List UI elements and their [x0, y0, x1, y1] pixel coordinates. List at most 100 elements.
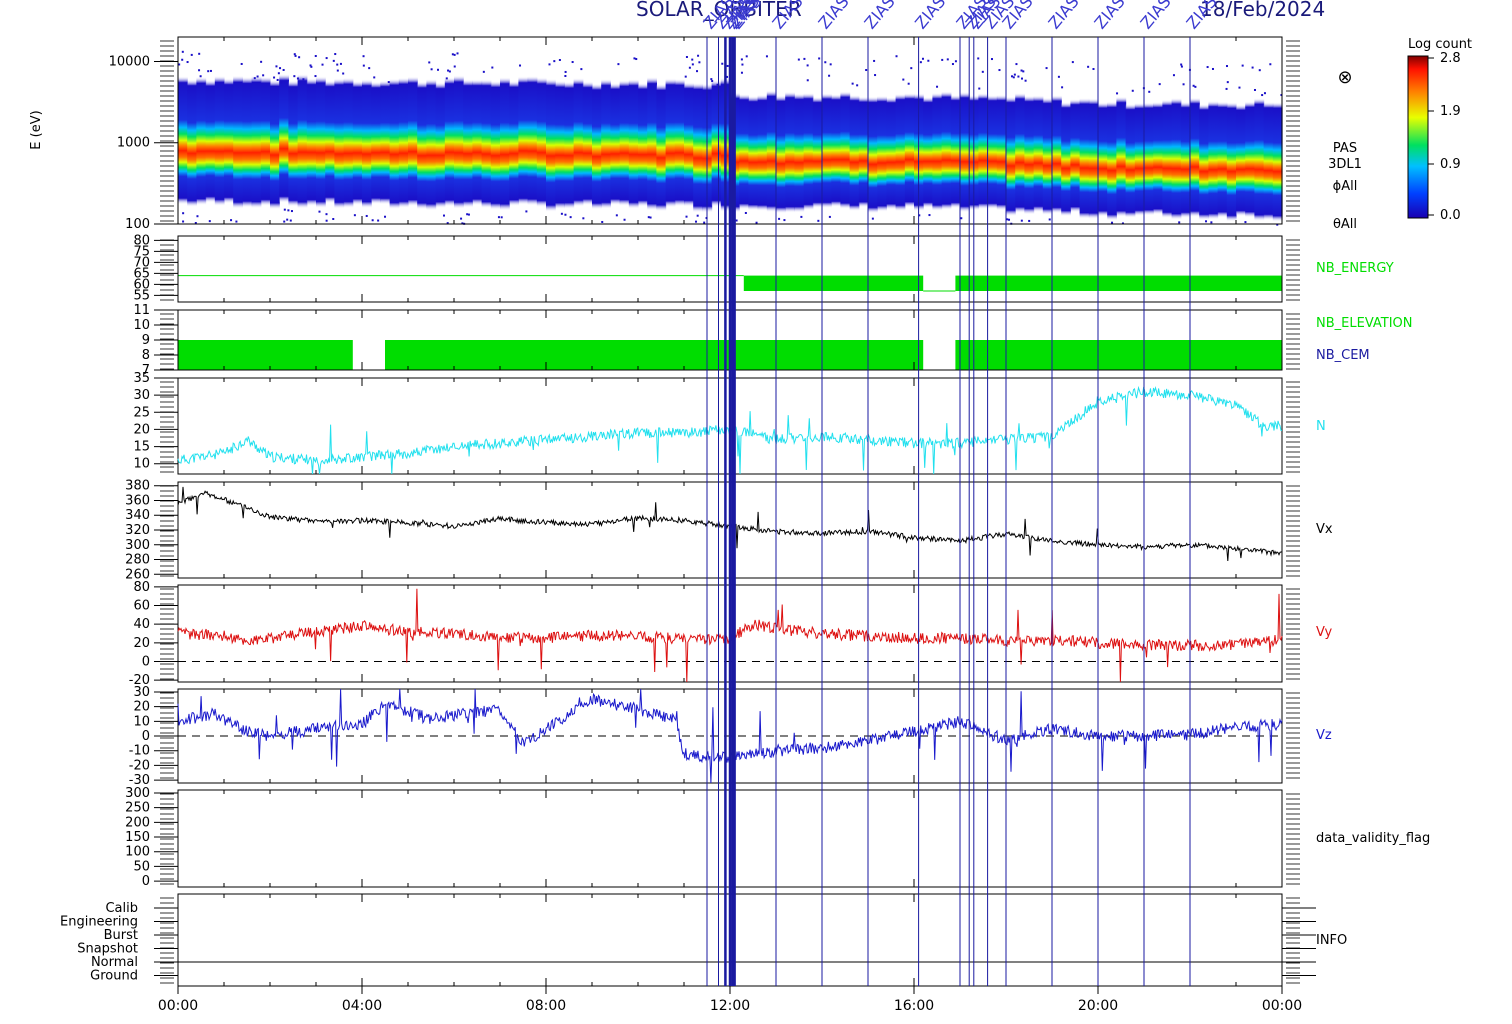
y-tick-label: 10 [133, 714, 150, 729]
y-ticks-5: 80 60 40 20 0 -20 [129, 580, 178, 688]
y-tick-label: -10 [129, 744, 150, 759]
spectrogram-dot [990, 58, 993, 61]
spectrogram-dot [181, 50, 184, 53]
spectrogram-dot [828, 74, 831, 77]
spectrogram-dot [755, 221, 758, 224]
plot-date: 18/Feb/2024 [1200, 0, 1325, 21]
event-label: ZIAS [861, 0, 899, 33]
spectrogram-column [1107, 101, 1117, 221]
spectrogram-dot [871, 217, 874, 220]
spectrogram-dot [1210, 221, 1213, 224]
spectrogram-column [1125, 103, 1136, 218]
spectrogram-dot [373, 76, 376, 79]
nb-elevation-label: NB_ELEVATION [1316, 316, 1413, 331]
spectrogram-dot [230, 219, 233, 222]
spectrogram-dot [921, 57, 924, 60]
spectrogram-dot [721, 62, 724, 65]
vx-label: Vx [1316, 522, 1333, 537]
spectrogram-dot [466, 213, 469, 216]
y-tick-label: 10000 [109, 54, 150, 69]
spectrogram-dot [447, 69, 450, 72]
spectrogram-dot [1015, 63, 1018, 66]
x-tick-label: 04:00 [342, 998, 382, 1014]
spectrogram-dot [941, 58, 944, 61]
spectrogram-dot [1244, 221, 1247, 224]
spectrogram-dot [1131, 89, 1134, 92]
x-tick-label: 16:00 [894, 998, 934, 1014]
spectrogram-dot [467, 213, 470, 216]
spectrogram-dot [1241, 64, 1244, 67]
spectrogram-column [638, 82, 648, 207]
spectrogram-column [408, 76, 418, 207]
spectrogram-column [886, 97, 897, 210]
spectrogram-dot [302, 78, 305, 81]
nb-elevation-band-0 [178, 340, 353, 370]
time-axis: 00:00 04:00 08:00 12:00 16:00 20:00 00:00 [158, 986, 1302, 1014]
spectrogram-dot [1010, 75, 1013, 78]
y-tick-label: 300 [125, 786, 150, 801]
y-tick-label: 40 [133, 617, 150, 632]
spectrogram-dot [1158, 83, 1161, 86]
spectrogram-dot [910, 67, 913, 70]
spectrogram-column [877, 95, 887, 212]
y-tick-label: 70 [133, 255, 150, 270]
spectrogram-column [334, 78, 345, 209]
y-tick-label: 7 [142, 363, 150, 378]
spectrogram-column [573, 77, 584, 207]
3dl1-label: 3DL1 [1328, 157, 1362, 172]
spectrogram-column [564, 81, 575, 210]
spectrogram-dot [936, 85, 939, 88]
spectrogram-dot [1013, 73, 1016, 76]
spectrogram-dot [698, 61, 701, 64]
spectrogram-column [1226, 102, 1237, 222]
y-tick-label: 30 [133, 685, 150, 700]
spectrogram-dot [1020, 69, 1023, 72]
spectrogram-column [803, 92, 814, 211]
y-tick-label: 360 [125, 493, 150, 508]
spectrogram-column [242, 76, 253, 208]
spectrogram-dot [1182, 83, 1185, 86]
spectrogram-dot [560, 212, 563, 215]
spectrogram-column [325, 80, 335, 204]
y-tick-label: -20 [129, 758, 150, 773]
spectrogram-dot [696, 214, 699, 217]
y-tick-label: 380 [125, 479, 150, 494]
spectrogram-column [904, 93, 915, 208]
spectrogram-ylabel: E (eV) [29, 110, 44, 149]
y-tick-label: 9 [142, 333, 150, 348]
spectrogram-dot [918, 214, 921, 217]
vz-label: Vz [1316, 728, 1332, 743]
spectrogram-dot [744, 211, 747, 214]
spectrogram-column [417, 81, 427, 210]
spectrogram-column [757, 94, 768, 211]
spectrogram-dot [691, 63, 694, 66]
spectrogram-dot [601, 220, 604, 223]
spectrogram-column [868, 96, 878, 214]
spectrogram-dot [1092, 68, 1095, 71]
spectrogram-dot [1263, 92, 1266, 95]
spectrogram-dot [325, 213, 328, 216]
spectrogram-column [960, 91, 970, 213]
pas-label: PAS [1333, 141, 1357, 156]
nb-energy-band-1 [955, 275, 1282, 291]
spectrogram-column [610, 83, 621, 206]
spectrogram-dot [907, 82, 910, 85]
spectrogram-dot [309, 64, 312, 67]
y-tick-label: 280 [125, 553, 150, 568]
y-tick-label: 260 [125, 567, 150, 582]
spectrogram-dot [954, 60, 957, 63]
spectrogram-dot [525, 210, 528, 213]
spectrogram-column [849, 94, 860, 212]
spectrogram-column [693, 82, 703, 213]
spectrogram-column [812, 96, 823, 208]
spectrogram-dot [685, 215, 688, 218]
spectrogram-column [316, 76, 326, 209]
spectrogram-dot [874, 74, 877, 77]
y-tick-label: 80 [133, 233, 150, 248]
spectrogram-column [582, 81, 593, 206]
colorbar-ticks: 2.8 1.9 0.9 0.0 [1428, 51, 1461, 223]
spectrogram-dot [325, 219, 328, 222]
spectrogram-dot [186, 61, 189, 64]
spectrogram-dot [310, 65, 313, 68]
